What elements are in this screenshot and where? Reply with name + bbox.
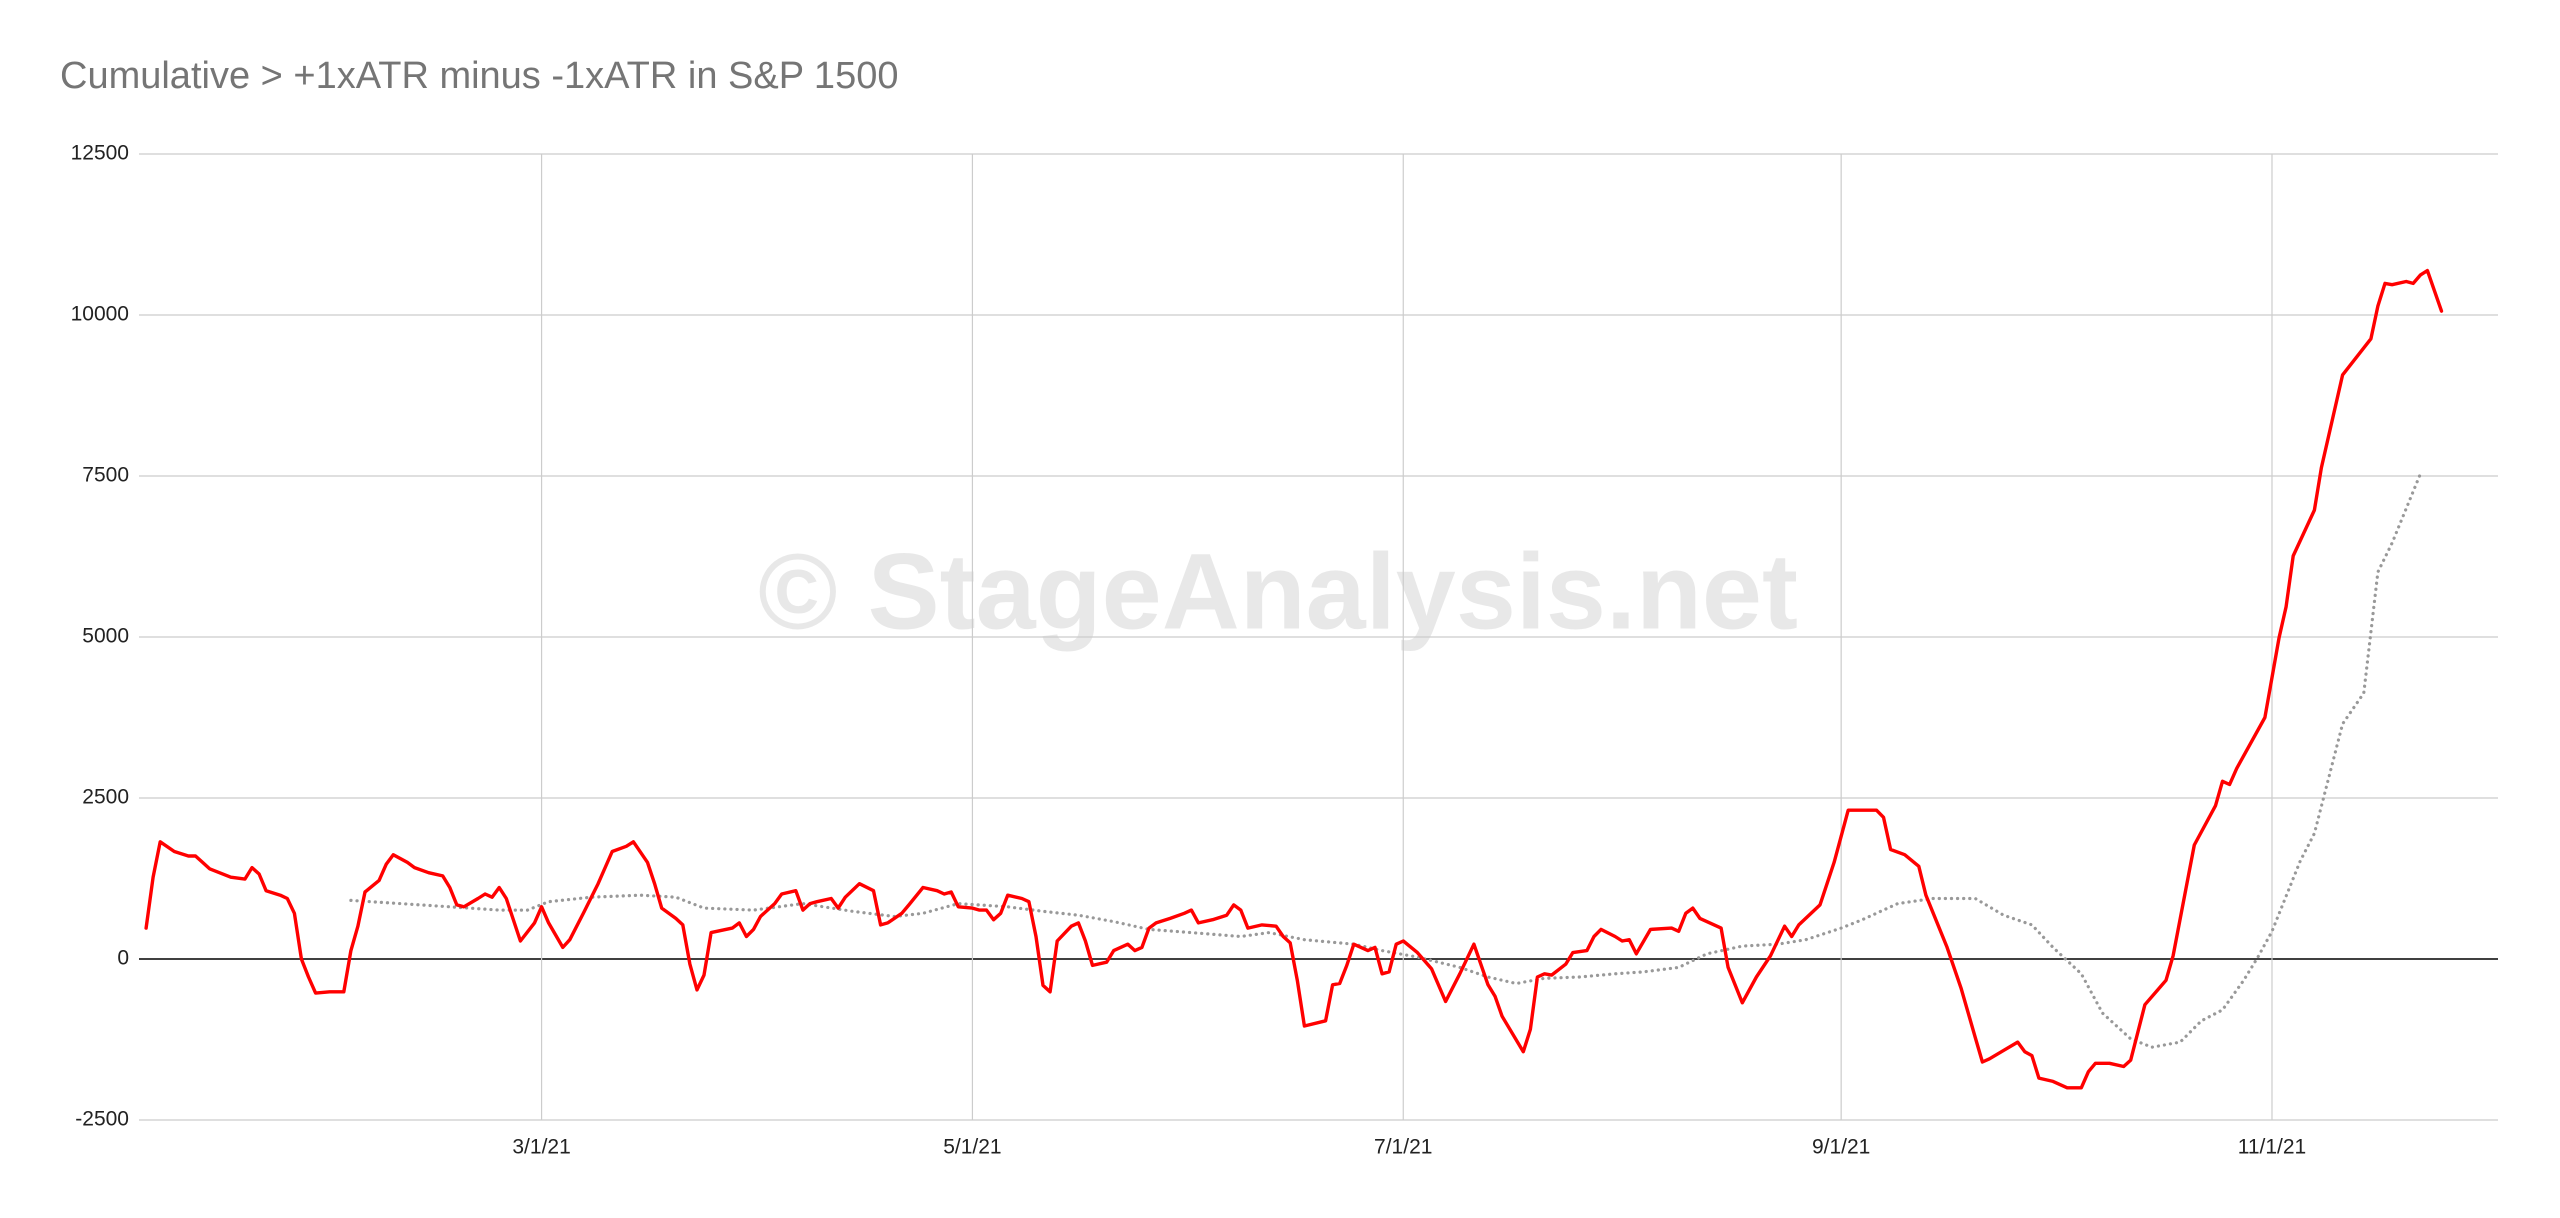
x-tick-label: 7/1/21 [1374,1136,1432,1159]
data-line [144,268,2444,1090]
x-tick-label: 5/1/21 [943,1136,1001,1159]
data-line [349,472,2422,1049]
y-tick-label: 10000 [71,303,129,326]
y-tick-label: 0 [117,947,129,970]
chart-title: Cumulative > +1xATR minus -1xATR in S&P … [60,55,898,97]
y-tick-label: 7500 [82,464,129,487]
y-tick-label: 5000 [82,625,129,648]
y-tick-label: -2500 [75,1108,129,1131]
watermark: © StageAnalysis.net [758,531,1798,652]
x-tick-label: 3/1/21 [512,1136,570,1159]
y-tick-label: 2500 [82,786,129,809]
y-tick-label: 12500 [71,142,129,165]
x-tick-label: 9/1/21 [1812,1136,1870,1159]
x-tick-label: 11/1/21 [2238,1136,2307,1159]
